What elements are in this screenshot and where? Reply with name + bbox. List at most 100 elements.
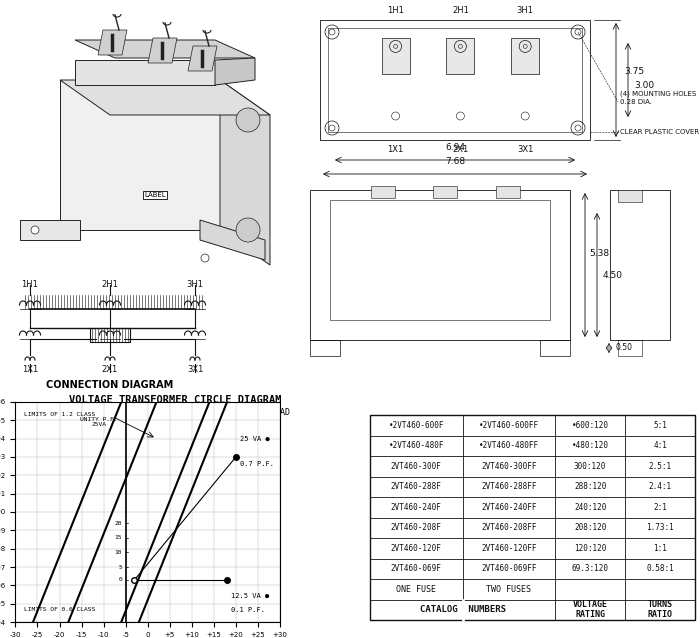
Text: 3.00: 3.00	[634, 82, 654, 91]
Text: 15: 15	[115, 535, 122, 540]
Bar	[610, 190, 670, 340]
Text: 2.5:1: 2.5:1	[648, 462, 671, 471]
Bar	[618, 190, 642, 202]
Text: 2VT460-240F: 2VT460-240F	[391, 503, 442, 512]
Text: 3X1: 3X1	[517, 145, 533, 154]
Text: 2VT460-120FF: 2VT460-120FF	[481, 544, 537, 553]
Text: 2VT460-208FF: 2VT460-208FF	[481, 523, 537, 532]
Text: 0.7 P.F.: 0.7 P.F.	[240, 461, 274, 466]
Text: 0.58:1: 0.58:1	[646, 564, 674, 574]
Text: 20: 20	[115, 521, 122, 526]
Text: 120:120: 120:120	[574, 544, 606, 553]
Text: •480:120: •480:120	[572, 441, 609, 450]
Text: 1X1: 1X1	[388, 145, 404, 154]
Bar	[540, 340, 570, 356]
Text: 1X1: 1X1	[22, 365, 38, 374]
Text: 300:120: 300:120	[574, 462, 606, 471]
Polygon shape	[148, 38, 177, 63]
Polygon shape	[75, 60, 215, 85]
Text: 3H1: 3H1	[186, 280, 204, 289]
Text: ONE FUSE: ONE FUSE	[396, 585, 436, 594]
Text: •2VT460-600F: •2VT460-600F	[389, 420, 444, 430]
Text: THIS GRAPH IS DRAWN FOR A 0.6 P.F. SYSTEM LOAD: THIS GRAPH IS DRAWN FOR A 0.6 P.F. SYSTE…	[60, 408, 290, 417]
Bar	[320, 20, 590, 140]
Polygon shape	[188, 46, 217, 71]
Bar	[511, 38, 539, 74]
Text: 1:1: 1:1	[653, 544, 667, 553]
Text: 7.68: 7.68	[445, 157, 465, 166]
Bar	[310, 340, 340, 356]
Bar	[370, 415, 695, 620]
Bar	[90, 328, 130, 342]
Text: UNITY P.F.
25VA: UNITY P.F. 25VA	[80, 417, 118, 427]
Text: 12.5 VA ●: 12.5 VA ●	[232, 593, 270, 598]
Text: (4) MOUNTING HOLES
0.28 DIA.: (4) MOUNTING HOLES 0.28 DIA.	[620, 91, 696, 105]
Text: 208:120: 208:120	[574, 523, 606, 532]
Text: 240:120: 240:120	[574, 503, 606, 512]
Polygon shape	[98, 30, 127, 55]
Circle shape	[31, 226, 39, 234]
Text: •2VT460-480F: •2VT460-480F	[389, 441, 444, 450]
Text: 2:1: 2:1	[653, 503, 667, 512]
Text: 5: 5	[118, 565, 122, 570]
Text: 2VT460-208F: 2VT460-208F	[391, 523, 442, 532]
Text: 2H1: 2H1	[102, 280, 118, 289]
Circle shape	[236, 108, 260, 132]
Circle shape	[236, 218, 260, 242]
Text: 5.38: 5.38	[589, 248, 609, 258]
Text: TWO FUSES: TWO FUSES	[486, 585, 531, 594]
Text: 5:1: 5:1	[653, 420, 667, 430]
Text: 2VT460-240FF: 2VT460-240FF	[481, 503, 537, 512]
Text: 3H1: 3H1	[517, 6, 533, 15]
Text: 4:1: 4:1	[653, 441, 667, 450]
Text: 2VT460-120F: 2VT460-120F	[391, 544, 442, 553]
Text: LIMITS OF 1.2 CLASS: LIMITS OF 1.2 CLASS	[25, 412, 95, 417]
Bar	[382, 38, 409, 74]
Bar	[618, 340, 642, 356]
Text: CLEAR PLASTIC COVER: CLEAR PLASTIC COVER	[620, 129, 699, 135]
Text: 2VT460-288FF: 2VT460-288FF	[481, 482, 537, 491]
Text: TURNS
RATIO: TURNS RATIO	[648, 600, 673, 619]
Text: •2VT460-600FF: •2VT460-600FF	[479, 420, 539, 430]
Polygon shape	[220, 80, 270, 265]
Text: 25 VA ●: 25 VA ●	[240, 436, 270, 442]
Text: 6.94: 6.94	[445, 143, 465, 152]
Text: 10: 10	[115, 550, 122, 555]
Text: 2VT460-288F: 2VT460-288F	[391, 482, 442, 491]
Polygon shape	[75, 40, 255, 58]
Bar	[371, 186, 395, 198]
Text: LIMITS OF 0.6 CLASS: LIMITS OF 0.6 CLASS	[25, 607, 95, 612]
Text: 3X1: 3X1	[187, 365, 203, 374]
Text: 2VT460-069F: 2VT460-069F	[391, 564, 442, 574]
Polygon shape	[20, 220, 80, 240]
Text: 0.1 P.F.: 0.1 P.F.	[232, 607, 265, 613]
Text: 2VT460-069FF: 2VT460-069FF	[481, 564, 537, 574]
Bar	[447, 38, 475, 74]
Text: VOLTAGE TRANSFORMER CIRCLE DIAGRAM: VOLTAGE TRANSFORMER CIRCLE DIAGRAM	[69, 395, 281, 405]
Text: 2X1: 2X1	[102, 365, 118, 374]
Text: 2.4:1: 2.4:1	[648, 482, 671, 491]
Text: 1H1: 1H1	[387, 6, 404, 15]
Text: 69.3:120: 69.3:120	[572, 564, 609, 574]
Bar	[330, 200, 550, 320]
Polygon shape	[215, 58, 255, 85]
Bar	[433, 186, 457, 198]
Text: 2VT460-300F: 2VT460-300F	[391, 462, 442, 471]
Text: VOLTAGE
RATING: VOLTAGE RATING	[573, 600, 608, 619]
Text: 3.75: 3.75	[624, 68, 644, 77]
Text: CATALOG  NUMBERS: CATALOG NUMBERS	[419, 605, 505, 614]
Text: 0: 0	[118, 577, 122, 582]
Text: 4.50: 4.50	[603, 271, 623, 279]
Bar	[328, 28, 582, 132]
Polygon shape	[60, 80, 220, 230]
Text: LABEL: LABEL	[144, 192, 166, 198]
Text: •600:120: •600:120	[572, 420, 609, 430]
Bar	[496, 186, 519, 198]
Text: •2VT460-480FF: •2VT460-480FF	[479, 441, 539, 450]
Polygon shape	[200, 220, 265, 260]
Circle shape	[201, 254, 209, 262]
Text: 2H1: 2H1	[452, 6, 469, 15]
Text: 288:120: 288:120	[574, 482, 606, 491]
Text: 2X1: 2X1	[452, 145, 468, 154]
Text: CONNECTION DIAGRAM: CONNECTION DIAGRAM	[46, 380, 174, 390]
